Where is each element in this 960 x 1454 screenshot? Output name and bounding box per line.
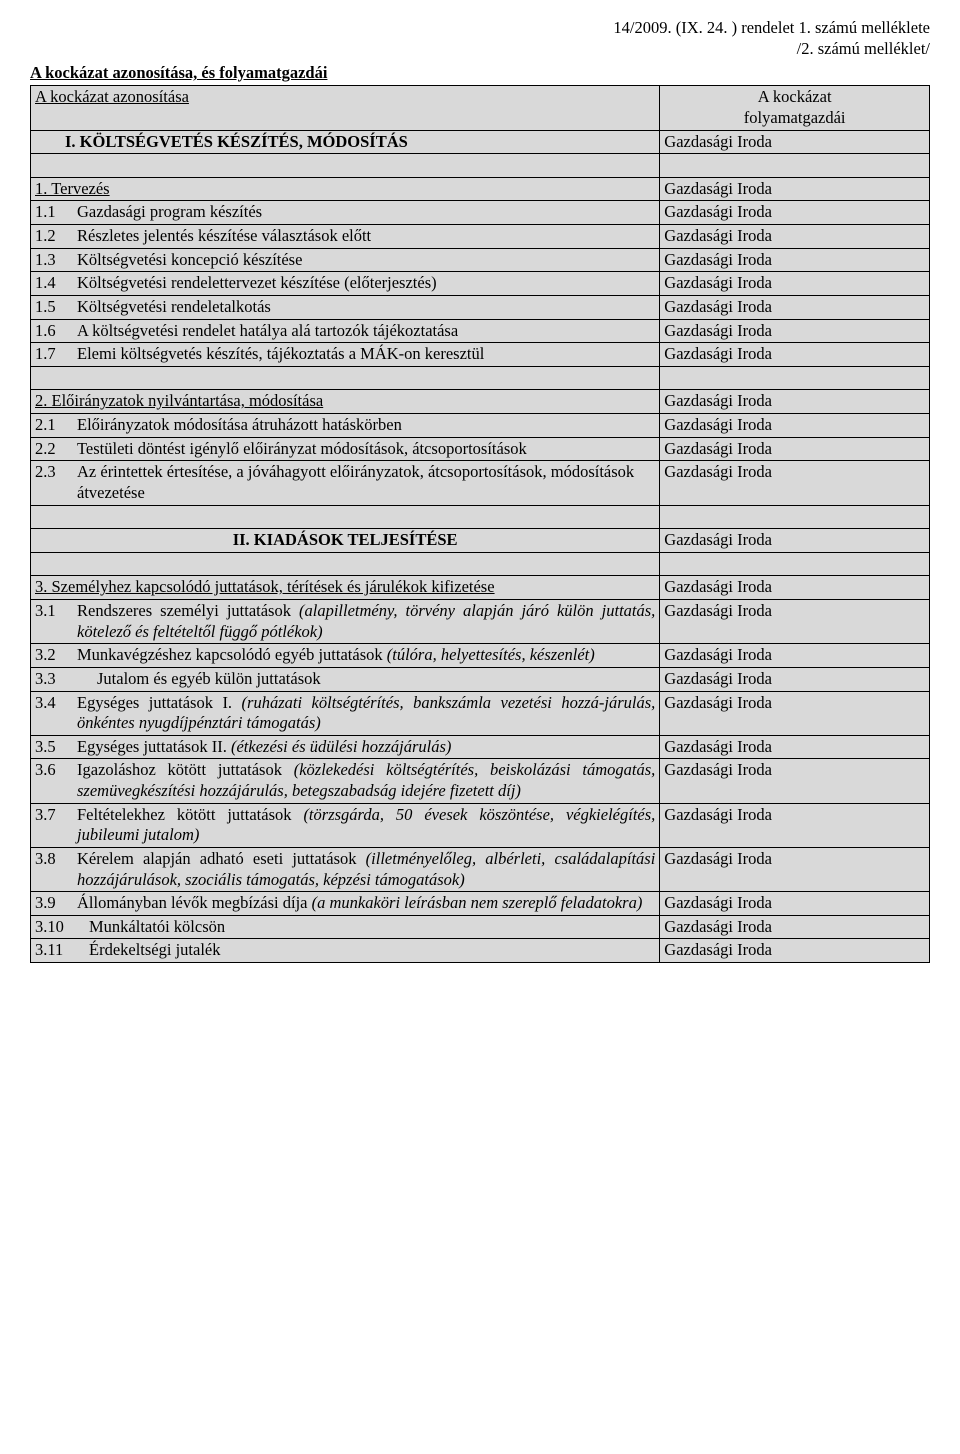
row-1: 1. Tervezés [31, 177, 660, 201]
header-left-text: A kockázat azonosítása [35, 87, 189, 106]
row-1-3: 1.3Költségvetési koncepció készítése [31, 248, 660, 272]
page-title: A kockázat azonosítása, és folyamatgazdá… [30, 63, 930, 83]
header-right-l2: folyamatgazdái [744, 108, 846, 127]
row-1-6-owner: Gazdasági Iroda [660, 319, 930, 343]
row-3-10: 3.10Munkáltatói kölcsön [31, 915, 660, 939]
row-2-1-owner: Gazdasági Iroda [660, 414, 930, 438]
row-1-owner: Gazdasági Iroda [660, 177, 930, 201]
row-3-2: 3.2 Munkavégzéshez kapcsolódó egyéb jutt… [31, 644, 660, 668]
row-2-3: 2.3Az érintettek értesítése, a jóváhagyo… [31, 461, 660, 505]
row-3-2-owner: Gazdasági Iroda [660, 644, 930, 668]
spacer [31, 154, 660, 178]
spacer [31, 505, 660, 529]
row-3-5: 3.5 Egységes juttatások II. (étkezési és… [31, 735, 660, 759]
row-3-7-owner: Gazdasági Iroda [660, 803, 930, 847]
row-1-2-owner: Gazdasági Iroda [660, 225, 930, 249]
row-1-4-owner: Gazdasági Iroda [660, 272, 930, 296]
section-II-label: II. KIADÁSOK TELJESÍTÉSE [31, 529, 660, 553]
row-1-2: 1.2Részletes jelentés készítése választá… [31, 225, 660, 249]
row-3-4-owner: Gazdasági Iroda [660, 691, 930, 735]
row-3-9-owner: Gazdasági Iroda [660, 892, 930, 916]
row-3-6: 3.6 Igazoláshoz kötött juttatások (közle… [31, 759, 660, 803]
header-line1: 14/2009. (IX. 24. ) rendelet 1. számú me… [613, 18, 930, 37]
row-1-4: 1.4Költségvetési rendelettervezet készít… [31, 272, 660, 296]
row-3-owner: Gazdasági Iroda [660, 576, 930, 600]
spacer [660, 505, 930, 529]
row-3: 3. Személyhez kapcsolódó juttatások, tér… [31, 576, 660, 600]
header-right-l1: A kockázat [758, 87, 832, 106]
row-3-4: 3.4 Egységes juttatások I. (ruházati köl… [31, 691, 660, 735]
row-3-5-owner: Gazdasági Iroda [660, 735, 930, 759]
spacer [660, 366, 930, 390]
row-3-8: 3.8 Kérelem alapján adható eseti juttatá… [31, 847, 660, 891]
row-1-1-owner: Gazdasági Iroda [660, 201, 930, 225]
risk-table: A kockázat azonosítása A kockázat folyam… [30, 85, 930, 963]
row-1-6: 1.6A költségvetési rendelet hatálya alá … [31, 319, 660, 343]
row-1-1: 1.1Gazdasági program készítés [31, 201, 660, 225]
row-3-9: 3.9 Állományban lévők megbízási díja (a … [31, 892, 660, 916]
spacer [660, 154, 930, 178]
row-3-11: 3.11Érdekeltségi jutalék [31, 939, 660, 963]
header-left: A kockázat azonosítása [31, 86, 660, 130]
row-2: 2. Előirányzatok nyilvántartása, módosít… [31, 390, 660, 414]
header-reference: 14/2009. (IX. 24. ) rendelet 1. számú me… [30, 18, 930, 59]
row-2-1: 2.1Előirányzatok módosítása átruházott h… [31, 414, 660, 438]
header-line2: /2. számú melléklet/ [797, 39, 930, 58]
row-3-10-owner: Gazdasági Iroda [660, 915, 930, 939]
row-2-2: 2.2Testületi döntést igénylő előirányzat… [31, 437, 660, 461]
section-II-owner: Gazdasági Iroda [660, 529, 930, 553]
spacer [660, 552, 930, 576]
row-3-3-owner: Gazdasági Iroda [660, 667, 930, 691]
section-I-label: I. KÖLTSÉGVETÉS KÉSZÍTÉS, MÓDOSÍTÁS [31, 130, 660, 154]
row-1-7-owner: Gazdasági Iroda [660, 343, 930, 367]
row-1-3-owner: Gazdasági Iroda [660, 248, 930, 272]
row-2-3-owner: Gazdasági Iroda [660, 461, 930, 505]
row-3-1: 3.1 Rendszeres személyi juttatások (alap… [31, 600, 660, 644]
spacer [31, 552, 660, 576]
spacer [31, 366, 660, 390]
row-3-3: 3.3 Jutalom és egyéb külön juttatások [31, 667, 660, 691]
section-I-owner: Gazdasági Iroda [660, 130, 930, 154]
row-3-11-owner: Gazdasági Iroda [660, 939, 930, 963]
row-3-8-owner: Gazdasági Iroda [660, 847, 930, 891]
row-2-2-owner: Gazdasági Iroda [660, 437, 930, 461]
row-1-5: 1.5Költségvetési rendeletalkotás [31, 295, 660, 319]
row-3-7: 3.7 Feltételekhez kötött juttatások (tör… [31, 803, 660, 847]
header-right: A kockázat folyamatgazdái [660, 86, 930, 130]
row-1-7: 1.7Elemi költségvetés készítés, tájékozt… [31, 343, 660, 367]
row-3-1-owner: Gazdasági Iroda [660, 600, 930, 644]
row-1-5-owner: Gazdasági Iroda [660, 295, 930, 319]
row-2-owner: Gazdasági Iroda [660, 390, 930, 414]
row-3-6-owner: Gazdasági Iroda [660, 759, 930, 803]
